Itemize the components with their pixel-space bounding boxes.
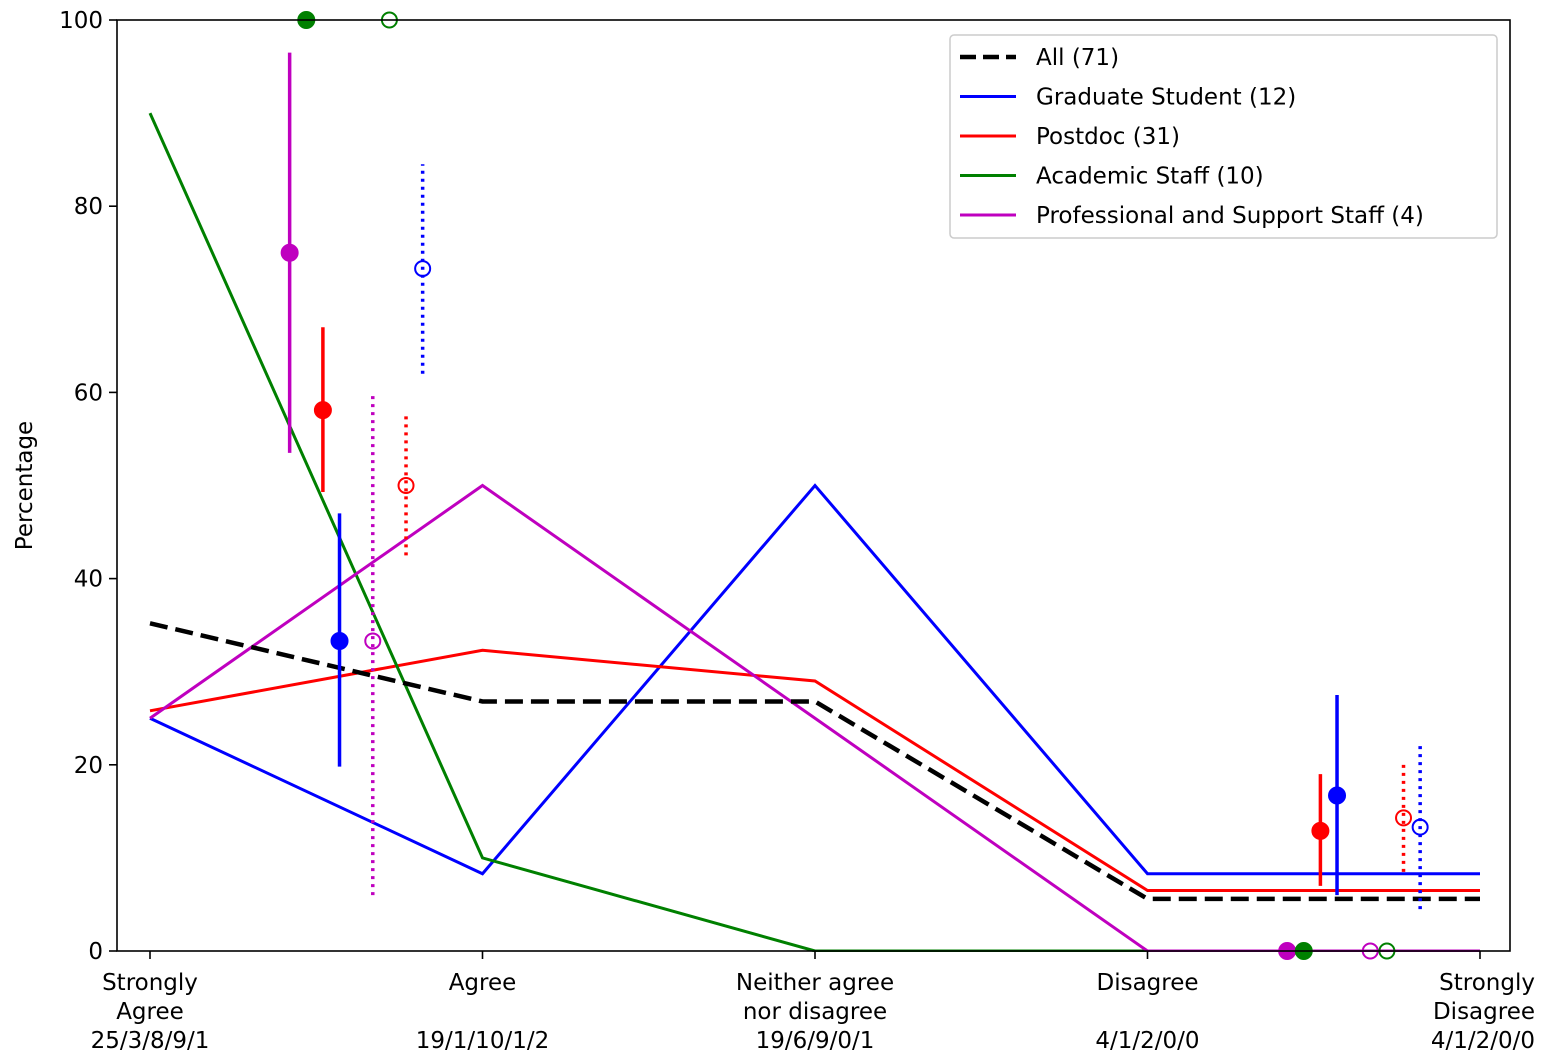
legend-label: Professional and Support Staff (4) [1036, 203, 1424, 229]
x-tick-label: 4/1/2/0/0 [1431, 1028, 1535, 1054]
y-tick-label: 80 [74, 194, 103, 220]
legend-label: Postdoc (31) [1036, 124, 1180, 150]
data-point-open [1395, 809, 1413, 827]
y-tick-label: 100 [59, 8, 103, 34]
data-point [1328, 786, 1347, 805]
x-tick-label: Disagree [1433, 999, 1535, 1025]
data-point-open [397, 477, 415, 494]
data-point [1311, 821, 1330, 840]
axes: 0 20 40 60 80 100 Strongly Agree 25/3/8/9/1 Agree… [59, 8, 1535, 1054]
legend-label: All (71) [1036, 45, 1119, 71]
x-tick-label: nor disagree [743, 999, 887, 1025]
data-point-open [364, 632, 382, 650]
y-tick-label: 0 [88, 939, 103, 965]
plot-frame [116, 19, 1511, 952]
x-tick-label: Agree [116, 999, 184, 1025]
data-point [280, 243, 299, 262]
legend: All (71) Graduate Student (12) Postdoc (31… [949, 34, 1498, 239]
x-tick-label: Strongly [1439, 970, 1535, 996]
x-tick-label: 25/3/8/9/1 [91, 1028, 210, 1054]
legend-label: Graduate Student (12) [1036, 85, 1296, 111]
x-tick-label: Agree [449, 970, 517, 996]
y-tick-label: 40 [74, 567, 103, 593]
data-point [313, 401, 332, 420]
error-bars-layer [280, 11, 1429, 960]
x-tick-label: Strongly [102, 970, 198, 996]
y-tick-label: 60 [74, 380, 103, 406]
x-tick-label: Disagree [1096, 970, 1198, 996]
series-line [149, 483, 1480, 952]
x-tick-label: 19/1/10/1/2 [416, 1028, 549, 1054]
x-tick-label: 19/6/9/0/1 [756, 1028, 875, 1054]
legend-label: Academic Staff (10) [1036, 164, 1264, 190]
y-axis-label: Percentage [12, 421, 38, 550]
data-point [330, 631, 349, 650]
data-point-open [414, 260, 432, 278]
y-tick-label: 20 [74, 753, 103, 779]
chart-lines-layer [148, 112, 1480, 952]
legend-box [949, 34, 1498, 239]
data-point-open [1411, 818, 1429, 836]
series-line [148, 112, 1480, 952]
x-tick-label: 4/1/2/0/0 [1095, 1028, 1199, 1054]
series-line [149, 648, 1480, 892]
x-tick-label: Neither agree [736, 970, 894, 996]
series-line [149, 621, 1480, 902]
